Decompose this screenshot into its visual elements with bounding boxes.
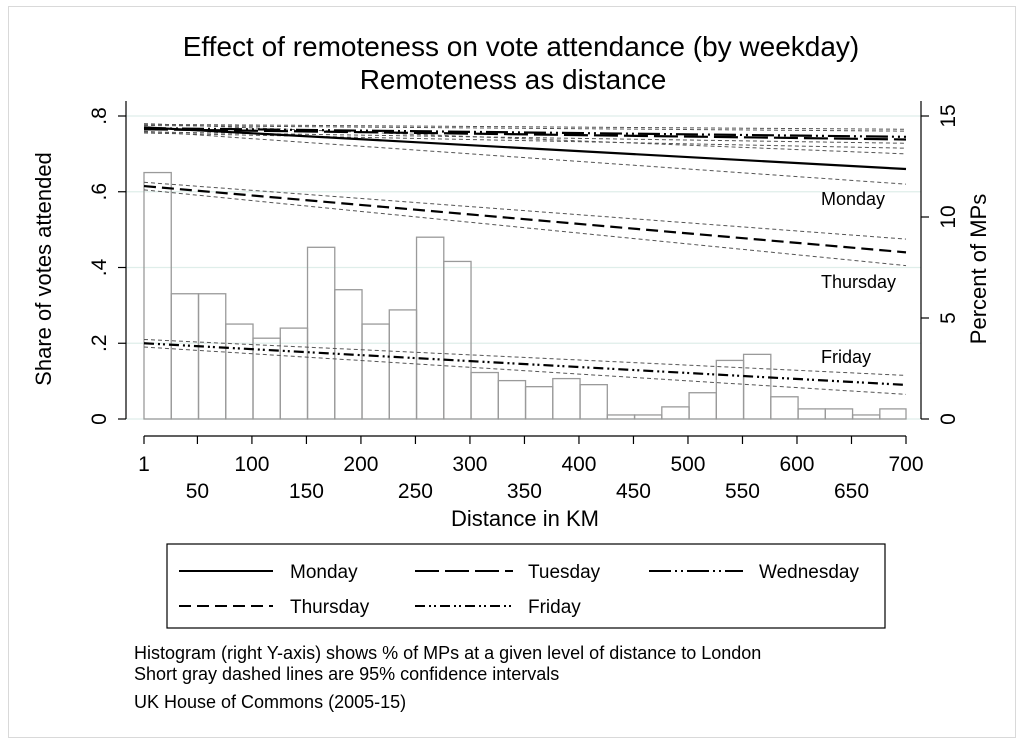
x-tick-label: 50 [186,480,209,503]
inline-label-monday: Monday [821,189,885,209]
histogram-bar [633,414,663,420]
x-tick-label: 600 [779,453,814,476]
note-histogram: Histogram (right Y-axis) shows % of MPs … [134,643,761,663]
histogram [143,171,907,420]
histogram-bar [879,408,907,420]
note-confidence: Short gray dashed lines are 95% confiden… [134,664,559,684]
y-tick-label-left: 0 [88,413,111,425]
ci-line-tuesday [143,132,907,149]
ci-line-monday [143,130,907,185]
chart-title: Effect of remoteness on vote attendance … [183,31,860,62]
histogram-bar [851,414,881,420]
x-tick-label: 150 [289,480,324,503]
histogram-bar [197,293,227,420]
legend-label-monday: Monday [290,562,358,583]
series-line-wednesday [143,127,907,138]
histogram-bar [415,236,445,420]
x-tick-label: 100 [234,453,269,476]
histogram-bar [797,408,826,420]
confidence-intervals [143,123,907,395]
y-tick-label-left: .2 [88,334,111,352]
y-tick-label-right: 5 [937,312,960,324]
histogram-bar [742,353,772,420]
histogram-bar [143,171,172,420]
x-tick-label: 400 [561,453,596,476]
histogram-bar [470,371,499,420]
x-tick-label: 1 [138,453,150,476]
legend-label-thursday: Thursday [290,597,370,618]
note-source: UK House of Commons (2005-15) [134,692,406,712]
grid-lines [126,115,921,420]
y-tick-label-right: 15 [937,104,960,127]
legend: Monday Tuesday Wednesday Thursday Friday [166,543,886,629]
histogram-bar [524,386,554,420]
x-tick-label: 250 [398,480,433,503]
histogram-bar [824,408,854,420]
ci-line-wednesday [143,123,907,130]
histogram-bar [225,323,254,420]
ci-line-tuesday [143,124,907,132]
histogram-bar [443,260,472,420]
histogram-bar [306,246,336,420]
histogram-bar [661,406,690,420]
y-tick-label-right: 0 [937,413,960,425]
y-tick-label-left: .4 [88,258,111,276]
legend-label-tuesday: Tuesday [528,562,601,583]
x-tick-label: 300 [452,453,487,476]
histogram-bar [497,379,527,420]
x-tick-label: 550 [725,480,760,503]
y-axis-label-right: Percent of MPs [966,194,991,344]
histogram-bar [552,377,581,420]
histogram-bar [606,414,636,420]
x-tick-label: 500 [670,453,705,476]
ci-line-thursday [143,181,907,240]
histogram-bar [388,309,418,420]
legend-label-friday: Friday [528,597,581,618]
inline-label-thursday: Thursday [821,272,896,292]
chart-frame: .8.6.4.2 0 15 10 5 0 1 100 200 300 400 500 600 700 50 1… [8,6,1016,738]
ci-line-thursday [143,189,907,267]
histogram-bar [688,392,717,420]
histogram-bar [170,293,200,420]
x-tick-label: 450 [616,480,651,503]
legend-box [166,543,886,629]
histogram-bar [579,384,608,420]
x-tick-label: 700 [888,453,923,476]
x-tick-label: 200 [343,453,378,476]
series-line-monday [143,126,907,171]
y-tick-label-left: .6 [88,183,111,201]
x-axis-label: Distance in KM [451,506,599,531]
ci-line-friday [143,346,907,395]
histogram-bar [715,359,745,420]
series-lines [143,126,907,387]
y-tick-label-left: .8 [88,107,111,125]
chart-subtitle: Remoteness as distance [360,64,667,95]
y-tick-label-right: 10 [937,205,960,228]
series-line-tuesday [143,128,907,141]
legend-label-wednesday: Wednesday [759,562,859,583]
series-line-friday [143,342,907,387]
histogram-bar [279,327,309,420]
histogram-bar [770,396,799,420]
series-line-thursday [143,184,907,254]
ci-line-friday [143,338,907,376]
x-tick-label: 650 [834,480,869,503]
y-axis-label-left: Share of votes attended [31,152,56,386]
inline-label-friday: Friday [821,347,871,367]
x-tick-label: 350 [507,480,542,503]
histogram-bar [361,323,390,420]
